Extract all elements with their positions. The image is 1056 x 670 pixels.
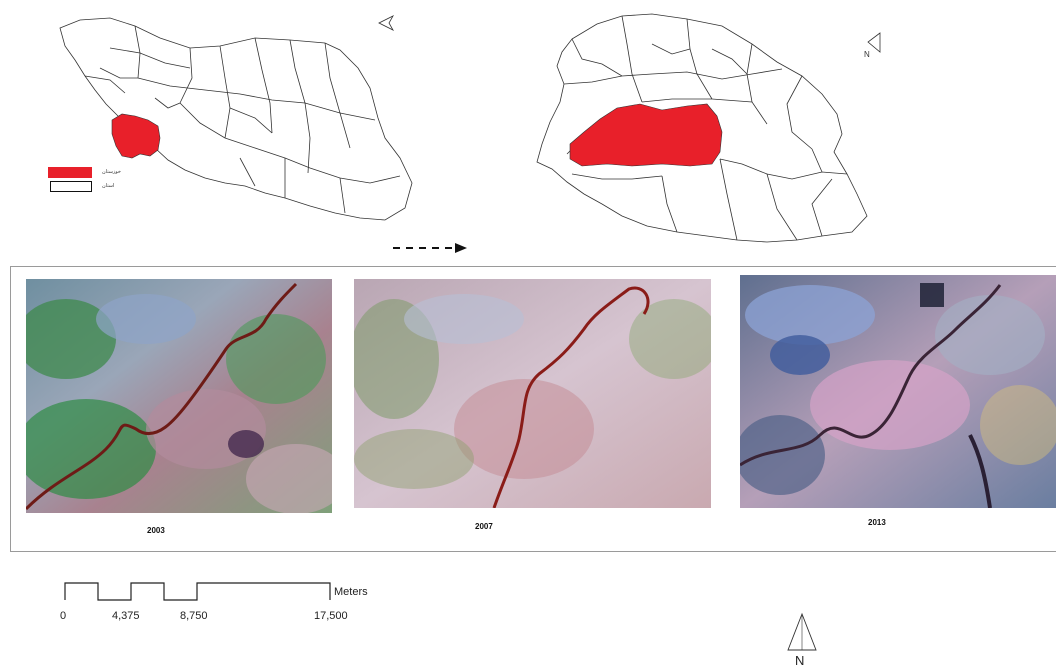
highlighted-district xyxy=(570,104,722,166)
legend-swatch-province xyxy=(50,181,92,192)
year-label-2007: 2007 xyxy=(475,522,493,531)
province-map xyxy=(512,4,872,244)
legend-label-province: استان xyxy=(102,183,114,189)
year-label-2013: 2013 xyxy=(868,518,886,527)
scale-tick-3: 17,500 xyxy=(314,610,348,622)
satellite-image-2013 xyxy=(740,275,1056,508)
scale-bar: Meters 0 4,375 8,750 17,500 xyxy=(60,578,400,623)
year-label-2003: 2003 xyxy=(147,526,165,535)
scale-unit: Meters xyxy=(334,586,368,598)
map-legend: خوزستان استان xyxy=(48,167,128,197)
north-arrow-icon: N xyxy=(782,612,822,668)
satellite-image-2007 xyxy=(354,279,711,508)
scale-tick-1: 4,375 xyxy=(112,610,140,622)
zoom-arrow-icon xyxy=(393,242,473,254)
scale-tick-0: 0 xyxy=(60,610,66,622)
scale-tick-2: 8,750 xyxy=(180,610,208,622)
north-arrow-label: N xyxy=(795,653,804,668)
satellite-image-2003 xyxy=(26,279,332,513)
north-arrow-country-icon xyxy=(376,12,396,34)
legend-label-highlight: خوزستان xyxy=(102,169,121,175)
north-arrow-province-icon: N xyxy=(860,30,884,60)
north-arrow-province-label: N xyxy=(864,50,870,59)
khuzestan-region xyxy=(112,114,160,158)
legend-swatch-highlight xyxy=(48,167,92,178)
